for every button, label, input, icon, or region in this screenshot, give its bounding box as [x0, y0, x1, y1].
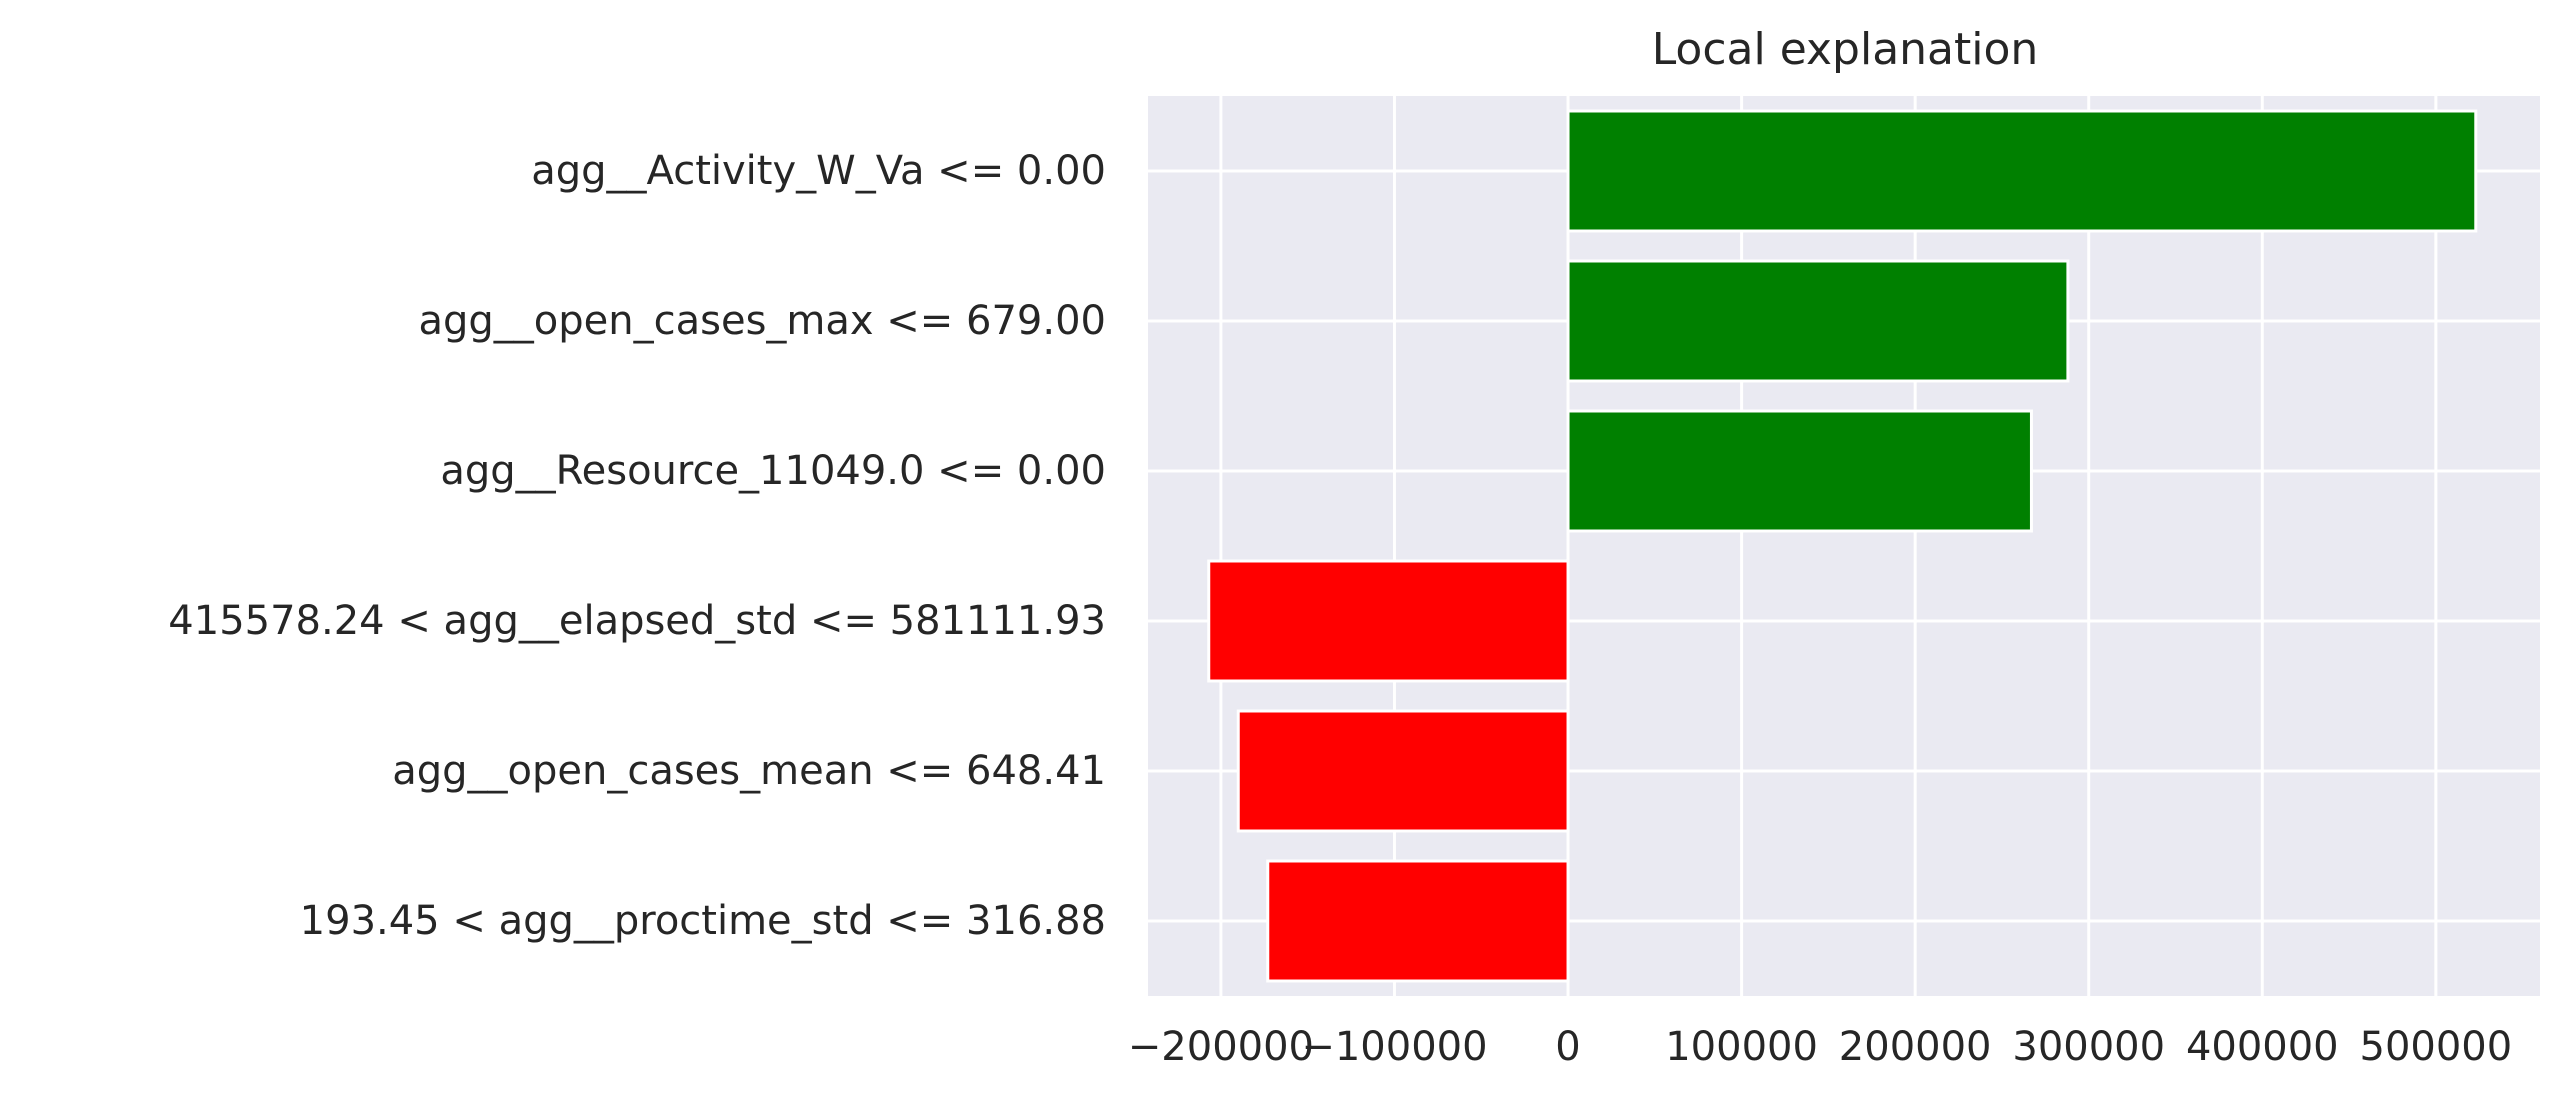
y-tick-label: agg__Resource_11049.0 <= 0.00	[440, 448, 1106, 494]
x-tick-label: 400000	[2186, 1024, 2339, 1070]
chart-title: Local explanation	[1652, 24, 2039, 75]
x-tick-label: −200000	[1128, 1024, 1314, 1070]
x-tick-labels: −200000−100000 0 100000 200000 300000 400000 5…	[1128, 1024, 2512, 1070]
y-tick-label: 415578.24 < agg__elapsed_std <= 581111.9…	[168, 598, 1106, 644]
bar	[1566, 409, 2033, 533]
y-tick-label: 193.45 < agg__proctime_std <= 316.88	[300, 898, 1106, 944]
y-tick-label: agg__Activity_W_Va <= 0.00	[531, 148, 1106, 194]
bar	[1236, 709, 1570, 833]
y-tick-labels: agg__Activity_W_Va <= 0.00 agg__open_case…	[168, 148, 1106, 944]
x-tick-label: 200000	[1839, 1024, 1992, 1070]
x-tick-label: −100000	[1301, 1024, 1487, 1070]
y-tick-label: agg__open_cases_max <= 679.00	[419, 298, 1106, 344]
x-tick-label: 500000	[2360, 1024, 2513, 1070]
bar	[1266, 859, 1570, 983]
bar	[1207, 559, 1570, 683]
bar	[1566, 259, 2070, 383]
plot-background	[1148, 96, 2540, 996]
x-tick-label: 0	[1555, 1024, 1580, 1070]
bar	[1566, 109, 2478, 233]
x-tick-label: 100000	[1665, 1024, 1818, 1070]
x-tick-label: 300000	[2012, 1024, 2165, 1070]
y-tick-label: agg__open_cases_mean <= 648.41	[392, 748, 1106, 794]
bars	[1207, 109, 2478, 983]
